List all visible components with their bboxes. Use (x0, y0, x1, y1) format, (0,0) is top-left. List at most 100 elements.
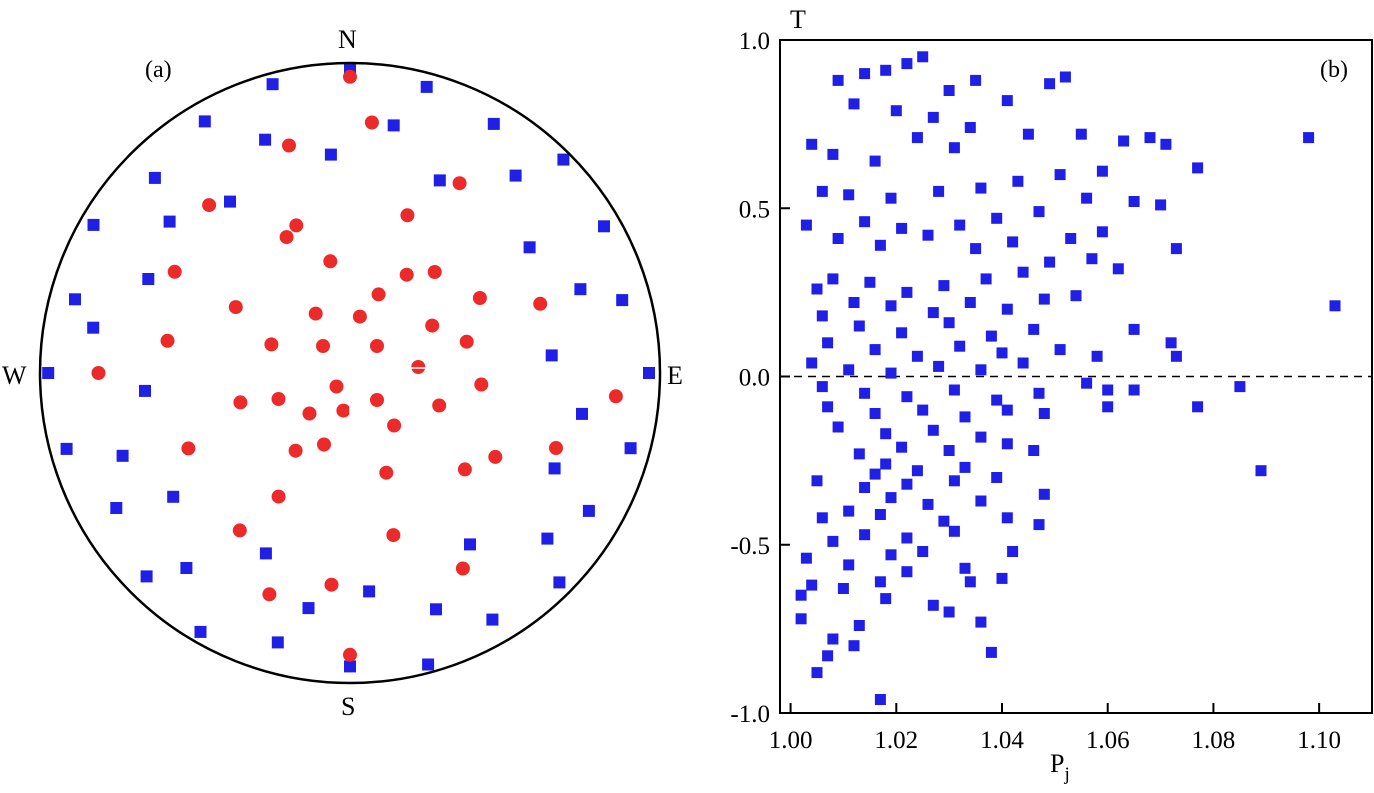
data-point (827, 148, 839, 160)
data-point (1192, 401, 1204, 413)
data-point (1038, 293, 1050, 305)
data-point (1075, 128, 1087, 140)
x-tick-label: 1.10 (1297, 727, 1341, 754)
data-point (832, 233, 844, 244)
data-point (816, 381, 828, 393)
stereonet-blue-point (271, 636, 284, 649)
north-label: N (338, 25, 357, 54)
data-point (975, 182, 987, 194)
stereonet-blue-point (259, 547, 272, 560)
data-point (885, 492, 897, 504)
data-point (901, 391, 913, 403)
data-point (859, 387, 871, 399)
x-tick-label: 1.06 (1086, 727, 1130, 754)
data-point (954, 340, 966, 352)
data-point (1054, 169, 1066, 181)
y-tick-label: -0.5 (730, 533, 770, 560)
y-tick-label: 0.0 (739, 365, 770, 392)
data-point (837, 583, 849, 594)
data-point (1007, 546, 1019, 557)
panel-b: -1.0-0.50.00.51.0 1.00 1.02 1.04 1.06 1.08 1.… (730, 5, 1373, 785)
x-axis-title: Pj (1050, 749, 1070, 785)
data-point (1081, 192, 1093, 204)
stereonet-red-point (181, 441, 196, 456)
stereonet-red-point (202, 198, 217, 213)
stereonet-red-point (167, 264, 182, 279)
data-point (859, 68, 871, 80)
data-point (985, 330, 997, 342)
data-point (948, 525, 960, 537)
stereonet-blue-point (523, 241, 536, 254)
stereonet-blue-point (163, 215, 176, 228)
x-tick-label: 1.02 (874, 727, 918, 754)
data-point (1091, 350, 1103, 362)
data-point (927, 599, 939, 611)
stereonet-blue-point (509, 169, 522, 182)
data-point (980, 273, 992, 285)
stereonet-red-point (352, 309, 367, 324)
data-point (943, 606, 955, 618)
data-point (822, 337, 834, 349)
stereonet-red-point (279, 230, 294, 245)
data-point (806, 579, 818, 591)
data-point (938, 280, 950, 292)
stereonet-blue-point (616, 294, 629, 307)
data-point (970, 74, 982, 86)
stereonet-blue-point (643, 367, 655, 379)
data-point (1028, 323, 1040, 335)
stereonet-blue-point (60, 442, 73, 455)
data-point (901, 566, 913, 578)
data-point (922, 498, 934, 510)
data-point (959, 411, 971, 423)
stereonet-red-point (308, 306, 323, 321)
stereonet-red-point (233, 395, 248, 410)
stereonet-red-point (455, 561, 470, 576)
stereonet-blue-point (110, 502, 123, 514)
data-point (822, 650, 834, 662)
stereonet-red-point (302, 406, 317, 421)
data-point (970, 243, 982, 255)
data-point (1160, 138, 1172, 150)
stereonet-red-point (370, 339, 384, 353)
stereonet-red-point (336, 403, 351, 418)
data-point (901, 286, 913, 298)
panel-a-label: (a) (145, 57, 172, 83)
data-point (927, 424, 939, 436)
stereonet-red-point (399, 267, 414, 282)
data-point (1170, 243, 1182, 255)
data-point (869, 408, 881, 419)
stereonet-blue-point (486, 613, 499, 626)
data-point (1001, 303, 1013, 315)
stereonet-blue-point (553, 576, 566, 589)
stereonet-blue-point (180, 562, 193, 574)
data-point (843, 559, 855, 571)
stereonet-blue-point (116, 449, 129, 462)
stereonet-red-point (432, 398, 447, 413)
stereonet-red-point (474, 377, 489, 392)
y-tick-label: -1.0 (730, 701, 770, 728)
data-point (800, 219, 812, 231)
data-point (996, 572, 1008, 584)
y-tick-label: 1.0 (739, 28, 770, 55)
data-point (848, 640, 860, 652)
stereonet-red-point (343, 647, 357, 662)
data-point (975, 431, 987, 443)
data-point (843, 189, 855, 201)
data-point (896, 327, 908, 339)
data-point (917, 51, 929, 63)
data-point (1096, 165, 1108, 177)
data-point (1128, 196, 1140, 207)
x-tick-label: 1.00 (769, 727, 813, 754)
stereonet-red-point (608, 389, 623, 404)
stereonet-blue-point (487, 117, 500, 130)
x-axis-title-subscript: j (1063, 764, 1069, 785)
stereonet-blue-point (167, 490, 180, 503)
stereonet-red-point (329, 379, 344, 394)
data-point (1102, 401, 1114, 413)
data-point (1059, 71, 1071, 83)
data-point (885, 192, 897, 204)
stereonet-red-point (271, 392, 286, 406)
stereonet-red-point (379, 465, 394, 480)
data-point (848, 297, 860, 308)
stereonet-red-point (472, 291, 487, 305)
